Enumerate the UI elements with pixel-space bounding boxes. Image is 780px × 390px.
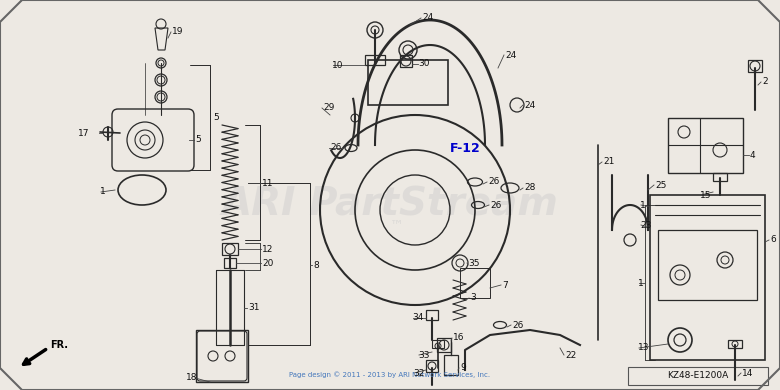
Text: 26: 26 [490, 200, 502, 209]
Text: 26: 26 [512, 321, 523, 330]
Bar [365, 55, 385, 65]
Text: ARI PartStream: ARI PartStream [222, 186, 558, 224]
Text: 5: 5 [213, 113, 218, 122]
Bar [668, 118, 743, 173]
Text: 19: 19 [172, 28, 183, 37]
Text: 12: 12 [262, 245, 273, 254]
Bar [628, 367, 768, 385]
Bar [432, 340, 444, 348]
Bar [444, 355, 458, 375]
Text: 17: 17 [78, 128, 90, 138]
Text: 7: 7 [502, 280, 508, 289]
Text: 8: 8 [313, 261, 319, 269]
Text: 24: 24 [505, 50, 516, 60]
Text: 1: 1 [100, 188, 106, 197]
Text: 13: 13 [638, 344, 650, 353]
Bar [713, 173, 727, 181]
Text: 34: 34 [412, 314, 424, 323]
Bar [460, 268, 490, 298]
Text: 2: 2 [762, 78, 768, 87]
Text: 11: 11 [262, 179, 274, 188]
Text: 35: 35 [468, 259, 480, 268]
Bar [368, 60, 448, 105]
Text: 28: 28 [524, 184, 535, 193]
Text: 18: 18 [186, 374, 197, 383]
Text: 26: 26 [488, 177, 499, 186]
Text: 32: 32 [413, 369, 424, 378]
Text: 9: 9 [460, 363, 466, 372]
Text: F-12: F-12 [450, 142, 480, 154]
Text: KZ48-E1200A: KZ48-E1200A [668, 372, 729, 381]
Text: 1: 1 [638, 278, 644, 287]
Text: 29: 29 [323, 103, 335, 112]
Bar [196, 330, 248, 382]
Bar [650, 195, 765, 360]
Text: 23: 23 [640, 220, 651, 229]
Text: 6: 6 [770, 236, 776, 245]
Text: 22: 22 [565, 351, 576, 360]
Bar [224, 258, 236, 268]
Text: 33: 33 [418, 351, 430, 360]
Text: 31: 31 [248, 303, 260, 312]
Text: 21: 21 [603, 158, 615, 167]
Text: Page design © 2011 - 2013 by ARI Network Services, Inc.: Page design © 2011 - 2013 by ARI Network… [289, 372, 491, 378]
Bar [728, 340, 742, 348]
Text: 5: 5 [195, 135, 200, 145]
Text: 14: 14 [742, 369, 753, 378]
Bar [437, 338, 451, 352]
Text: 1: 1 [640, 200, 646, 209]
Text: ™: ™ [390, 218, 404, 232]
Text: 3: 3 [470, 294, 476, 303]
Bar [426, 310, 438, 320]
Text: 20: 20 [262, 259, 273, 268]
Text: 24: 24 [524, 101, 535, 110]
Text: 26: 26 [330, 144, 342, 152]
Text: 16: 16 [453, 333, 465, 342]
Text: 4: 4 [750, 151, 756, 160]
Text: 10: 10 [332, 60, 343, 69]
Text: FR.: FR. [50, 340, 68, 350]
Text: 15: 15 [700, 190, 711, 200]
Text: 24: 24 [422, 14, 433, 23]
Bar [658, 230, 757, 300]
Bar [748, 60, 762, 72]
Bar [400, 55, 412, 67]
Text: 30: 30 [418, 60, 430, 69]
Text: 25: 25 [655, 181, 666, 190]
Bar [222, 243, 238, 255]
Bar [426, 360, 438, 372]
